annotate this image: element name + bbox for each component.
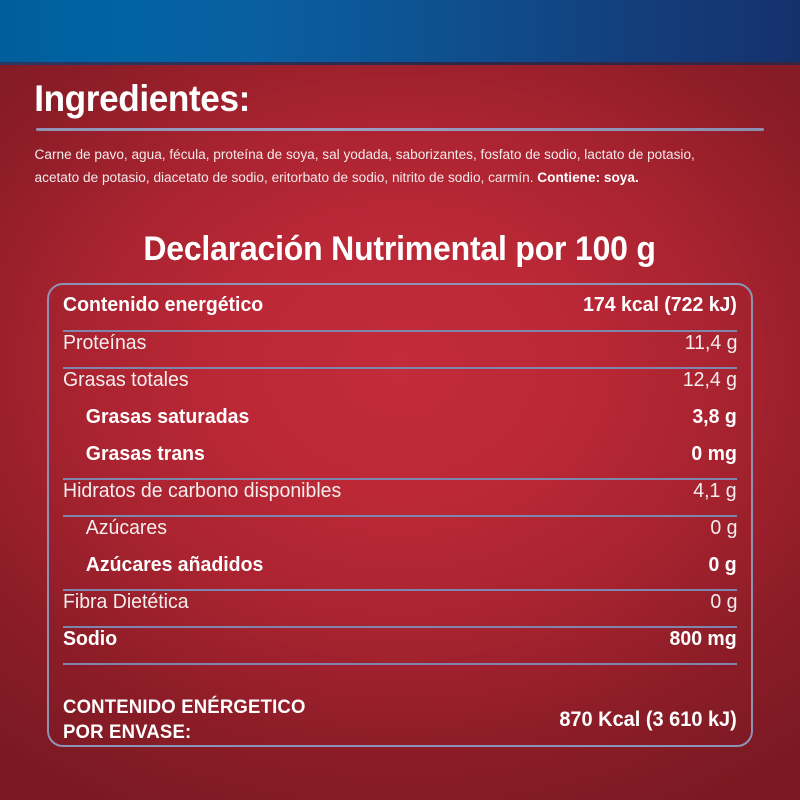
ingredients-divider-rule [36,127,764,131]
nutrition-row-label: Sodio [63,627,118,650]
nutrition-row: Azúcares añadidos 0 g [63,553,737,591]
nutrition-row: Grasas totales 12,4 g [63,368,737,405]
nutrition-row-label: Azúcares añadidos [85,553,264,576]
nutrition-row: Grasas trans 0 mg [63,442,737,480]
nutrition-row-value: 3,8 g [692,405,737,428]
ingredients-heading: Ingredientes: [34,78,250,119]
nutrition-row-label: Fibra Dietética [63,590,189,613]
nutrition-rows-host: Contenido energético 174 kcal (722 kJ) Pro… [63,285,737,665]
nutrition-declaration-title: Declaración Nutrimental por 100 g [0,230,800,269]
total-energy-value: 870 Kcal (3 610 kJ) [559,708,737,731]
nutrition-row-value: 800 mg [669,627,737,650]
nutrition-facts-table: Contenido energético 174 kcal (722 kJ) Pro… [47,283,753,747]
nutrition-row: Contenido energético 174 kcal (722 kJ) [63,285,737,332]
nutrition-row-value: 0 g [709,590,737,613]
top-banner-edge-divider [0,62,800,65]
nutrition-row-label: Grasas saturadas [85,405,250,428]
nutrition-row-label: Contenido energético [63,293,264,316]
nutrition-row: Hidratos de carbono disponibles 4,1 g [63,479,737,517]
nutrition-row: Grasas saturadas 3,8 g [63,405,737,442]
nutrition-row-value: 12,4 g [682,368,737,391]
nutrition-row: Sodio 800 mg [63,627,737,665]
nutrition-row-value: 0 mg [691,442,737,465]
nutrition-row-label: Grasas totales [63,368,189,391]
ingredients-list: Carne de pavo, agua, fécula, proteína de… [34,146,695,186]
allergen-statement: Contiene: soya. [537,169,639,186]
nutrition-row: Azúcares 0 g [63,516,737,553]
nutrition-row-value: 174 kcal (722 kJ) [583,293,737,316]
nutrition-row: Proteínas 11,4 g [63,331,737,369]
nutrition-row-label: Proteínas [63,331,147,354]
top-blue-banner [0,0,800,62]
nutrition-declaration-title-text: Declaración Nutrimental por 100 g [143,230,657,268]
nutrition-row-label: Grasas trans [85,442,205,465]
nutrition-row-value: 11,4 g [684,331,737,354]
total-energy-label: CONTENIDO ENÉRGETICO POR ENVASE: [63,695,306,744]
nutrition-row-label: Hidratos de carbono disponibles [63,479,342,502]
ingredients-text: Carne de pavo, agua, fécula, proteína de… [0,131,768,190]
nutrition-row-label: Azúcares [85,516,167,539]
nutrition-row: Fibra Dietética 0 g [63,590,737,628]
nutrition-row-value: 0 g [708,553,737,576]
ingredients-section: Ingredientes: Carne de pavo, agua, fécul… [0,62,800,190]
nutrition-row-value: 4,1 g [693,479,737,502]
nutrition-row-value: 0 g [709,516,737,539]
total-energy-row: CONTENIDO ENÉRGETICO POR ENVASE: 870 Kca… [63,664,737,746]
